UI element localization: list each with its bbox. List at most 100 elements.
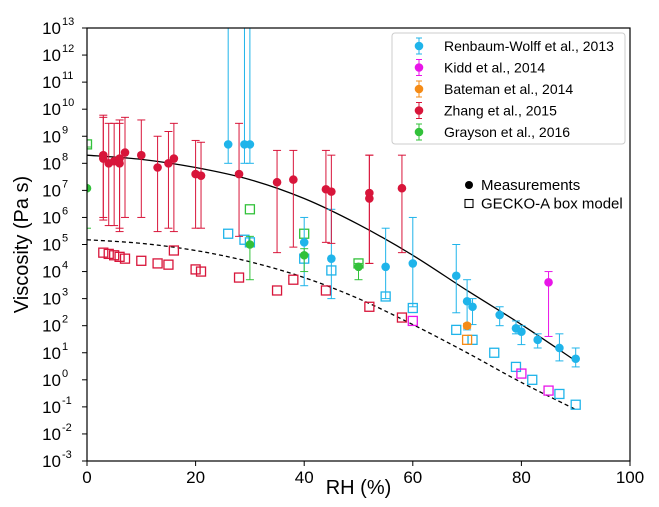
measurement-point [354, 262, 363, 281]
measurement-point [533, 333, 542, 349]
y-tick-exponent: -1 [62, 395, 72, 407]
legend-marker [414, 41, 424, 51]
measurement-dot [451, 271, 461, 281]
y-tick-label: 10 [42, 46, 61, 65]
measurement-dot [223, 140, 233, 149]
measurement-point [153, 135, 162, 233]
measurement-point [137, 119, 146, 218]
legend-label: Kidd et al., 2014 [444, 60, 545, 76]
model-point [119, 253, 131, 264]
model-point [527, 374, 538, 385]
model-point [489, 347, 500, 358]
measurement-point [544, 271, 553, 337]
y-tick-exponent: 10 [62, 97, 74, 109]
model-point [407, 315, 418, 327]
measurement-point [223, 28, 233, 164]
measurement-dot [169, 154, 179, 163]
measurement-point [191, 139, 200, 229]
measurement-dot [245, 140, 255, 149]
measurement-point [87, 146, 92, 229]
y-tick-exponent: 3 [62, 287, 68, 299]
measurement-dot [234, 169, 244, 179]
measurement-point [109, 122, 119, 227]
measurement-point [272, 149, 282, 254]
measurement-dot [354, 262, 363, 272]
measurement-point [245, 28, 255, 164]
y-tick-exponent: 0 [62, 368, 68, 380]
measurement-dot [289, 175, 298, 184]
model-point [510, 361, 522, 373]
measurement-point [169, 122, 179, 233]
measurement-dot [245, 240, 255, 249]
measurement-point [327, 154, 336, 244]
measurement-dot [299, 238, 309, 247]
legend-label: Bateman et al., 2014 [444, 81, 573, 97]
marker-legend-label: Measurements [481, 177, 580, 194]
y-tick-label: 10 [42, 208, 61, 227]
measurement-point [234, 122, 244, 237]
y-tick-exponent: 4 [62, 260, 68, 272]
model-point [103, 248, 114, 260]
model-point [570, 399, 581, 410]
measurement-point [120, 116, 130, 218]
data-marks [87, 28, 581, 410]
y-tick-label: 10 [42, 19, 61, 38]
model-point [320, 285, 332, 296]
y-tick-exponent: 2 [62, 314, 68, 326]
model-point [271, 285, 283, 296]
x-tick-label: 0 [82, 468, 91, 487]
x-tick-label: 20 [186, 468, 205, 487]
measurement-point [365, 154, 374, 264]
model-point [87, 139, 93, 150]
y-tick-exponent: 6 [62, 205, 68, 217]
model-point [163, 259, 174, 270]
y-tick-label: 10 [42, 452, 61, 471]
y-tick-exponent: 8 [62, 151, 68, 163]
measurement-dot [327, 187, 336, 196]
measurement-dot [408, 259, 418, 268]
model-point [136, 255, 147, 266]
model-point [554, 388, 565, 400]
y-tick-label: 10 [42, 425, 61, 444]
x-tick-label: 60 [403, 468, 422, 487]
y-tick-label: 10 [42, 100, 61, 119]
measurement-dot [272, 177, 282, 187]
measurement-dot [381, 262, 390, 272]
measurement-point [462, 321, 472, 330]
model-point [168, 245, 180, 256]
model-point [152, 258, 163, 269]
model-point [98, 247, 109, 258]
measurement-dot [533, 335, 542, 345]
y-tick-label: 10 [42, 398, 61, 417]
legend: Renbaum-Wolff et al., 2013 Kidd et al., 2… [391, 32, 626, 145]
y-tick-exponent: 12 [62, 43, 74, 55]
model-point [190, 264, 201, 275]
measurement-dot [495, 310, 504, 320]
measurement-point [381, 227, 390, 300]
model-point [114, 251, 125, 262]
measurement-point [164, 130, 173, 229]
legend-marker [414, 84, 424, 94]
model-point [451, 324, 462, 336]
y-tick-exponent: 1 [62, 341, 68, 353]
measurement-point [98, 116, 108, 218]
measurement-dot [299, 250, 309, 260]
measurement-dot [196, 171, 206, 180]
x-tick-label: 80 [512, 468, 531, 487]
y-tick-exponent: -2 [62, 422, 72, 434]
measurement-dot [544, 278, 553, 287]
y-tick-exponent: 7 [62, 178, 68, 190]
x-tick-label: 100 [616, 468, 644, 487]
measurement-point [321, 149, 331, 243]
y-tick-label: 10 [42, 154, 61, 173]
legend-model-marker [464, 198, 474, 209]
y-tick-exponent: 9 [62, 124, 68, 136]
y-tick-label: 10 [42, 73, 61, 92]
measurement-dot [153, 163, 162, 172]
y-tick-exponent: 5 [62, 233, 68, 245]
y-tick-exponent: 11 [62, 70, 73, 82]
model-point [233, 272, 245, 283]
measurement-point [196, 141, 206, 229]
